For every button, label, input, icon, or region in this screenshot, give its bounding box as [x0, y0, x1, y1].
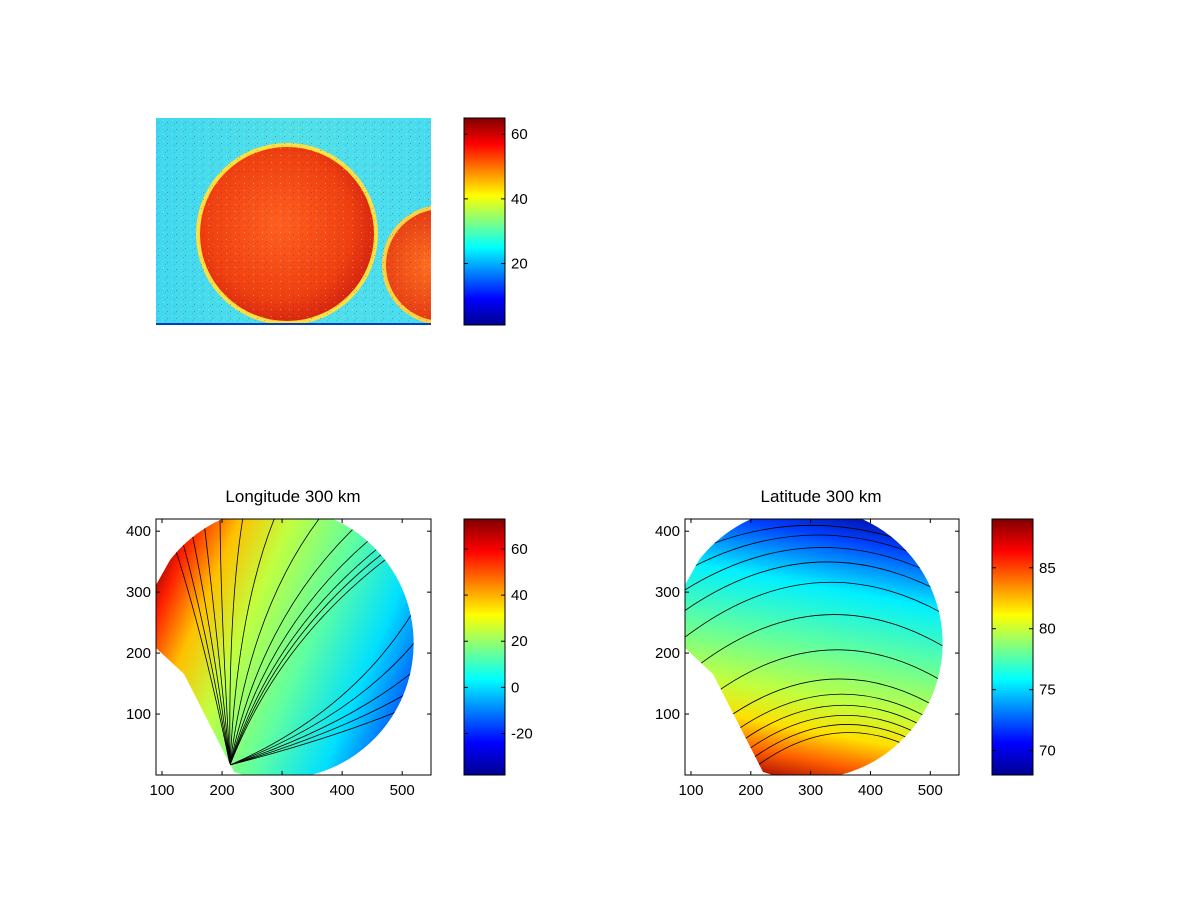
- colorbar-tick-label: 40: [511, 587, 528, 604]
- latitude-panel: Latitude 300 km 100 200 300 400 500 100 200 300…: [655, 487, 960, 799]
- y-tick-label: 300: [126, 584, 151, 601]
- latitude-title: Latitude 300 km: [761, 487, 882, 506]
- y-tick-label: 400: [655, 523, 680, 540]
- colorbar-tick-label: 80: [1039, 621, 1056, 638]
- image-panel: [156, 118, 431, 325]
- colorbar-1-gradient: [463, 117, 506, 326]
- x-tick-label: 200: [738, 782, 763, 799]
- y-tick-label: 400: [126, 523, 151, 540]
- x-tick-label: 500: [390, 782, 415, 799]
- x-tick-label: 400: [330, 782, 355, 799]
- x-tick-label: 100: [678, 782, 703, 799]
- longitude-contour-line: [219, 519, 231, 766]
- longitude-panel: Longitude 300 km 100 200 300 400 500 100 200 30…: [126, 487, 432, 799]
- latitude-contour-line: [685, 614, 943, 681]
- colorbar-tick-label: 70: [1039, 743, 1056, 760]
- colorbar-tick-label: 20: [511, 256, 528, 273]
- x-tick-label: 400: [858, 782, 883, 799]
- longitude-contour-line: [229, 619, 414, 766]
- x-tick-label: 300: [798, 782, 823, 799]
- colorbar-tick-label: 85: [1039, 560, 1056, 577]
- colorbar-tick-label: 40: [511, 191, 528, 208]
- x-tick-label: 500: [918, 782, 943, 799]
- longitude-contour-line: [201, 519, 231, 766]
- longitude-colorbar: -20 0 20 40 60: [463, 518, 533, 776]
- image-colorbar: 20 40 60: [463, 117, 528, 326]
- latitude-colorbar: 70 75 80 85: [991, 518, 1056, 776]
- latitude-contour-line: [685, 581, 943, 642]
- longitude-contour-line: [229, 519, 331, 766]
- colorbar-tick-label: 60: [511, 541, 528, 558]
- longitude-contour-line: [229, 559, 414, 766]
- longitude-contour-line: [229, 571, 414, 766]
- longitude-contour-line: [229, 519, 281, 766]
- colorbar-2-gradient: [463, 518, 506, 776]
- x-tick-label: 200: [210, 782, 235, 799]
- colorbar-3-gradient: [991, 518, 1034, 776]
- y-tick-label: 100: [126, 706, 151, 723]
- y-tick-label: 200: [655, 645, 680, 662]
- image-noise-overlay: [156, 118, 431, 325]
- longitude-contour-line: [229, 586, 414, 766]
- y-tick-label: 300: [655, 584, 680, 601]
- colorbar-tick-label: 20: [511, 633, 528, 650]
- y-tick-label: 100: [655, 706, 680, 723]
- colorbar-tick-label: 75: [1039, 682, 1056, 699]
- colorbar-tick-label: 60: [511, 126, 528, 143]
- longitude-contour-line: [229, 519, 414, 766]
- longitude-title: Longitude 300 km: [225, 487, 360, 506]
- x-tick-label: 100: [149, 782, 174, 799]
- y-tick-label: 200: [126, 645, 151, 662]
- longitude-contour-line: [229, 519, 381, 766]
- colorbar-tick-label: 0: [511, 679, 519, 696]
- latitude-contour-line: [685, 561, 943, 615]
- colorbar-tick-label: -20: [511, 725, 533, 742]
- longitude-contour-line: [229, 519, 246, 766]
- x-tick-label: 300: [270, 782, 295, 799]
